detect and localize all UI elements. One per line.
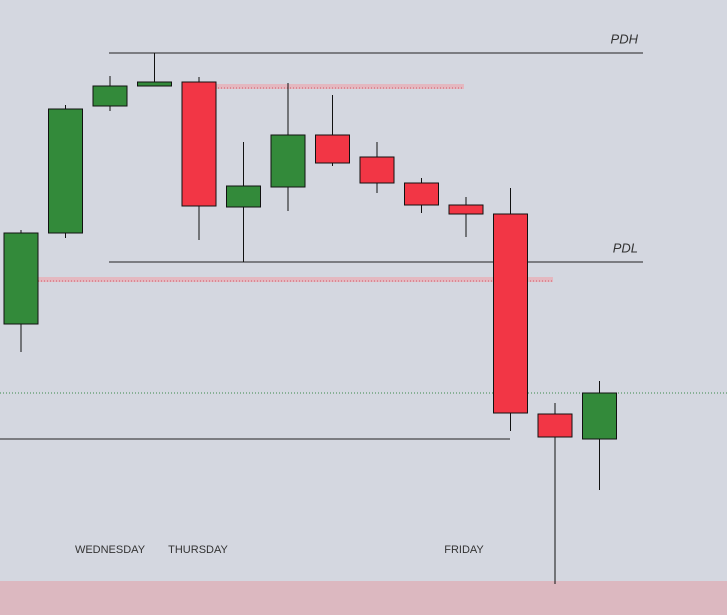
candle-body [493, 213, 528, 414]
candle-body [181, 81, 217, 207]
zone [215, 84, 464, 89]
candle-body [315, 134, 350, 164]
candle-body [582, 392, 617, 440]
candle-body [92, 85, 128, 107]
candle-body [226, 185, 261, 208]
candle-body [359, 156, 395, 184]
day-label: THURSDAY [168, 544, 228, 556]
candle-body [537, 413, 573, 438]
candle-body [270, 134, 306, 188]
candle-body [48, 108, 83, 234]
candle-body [3, 232, 39, 325]
day-label: WEDNESDAY [75, 544, 146, 556]
zone [38, 277, 553, 282]
zone-band [0, 581, 727, 615]
day-label: FRIDAY [444, 544, 484, 556]
candle-body [404, 182, 439, 206]
candle-body [448, 204, 484, 215]
level-label: PDH [611, 31, 639, 46]
level-label: PDL [613, 240, 638, 255]
candle-body [137, 81, 172, 87]
